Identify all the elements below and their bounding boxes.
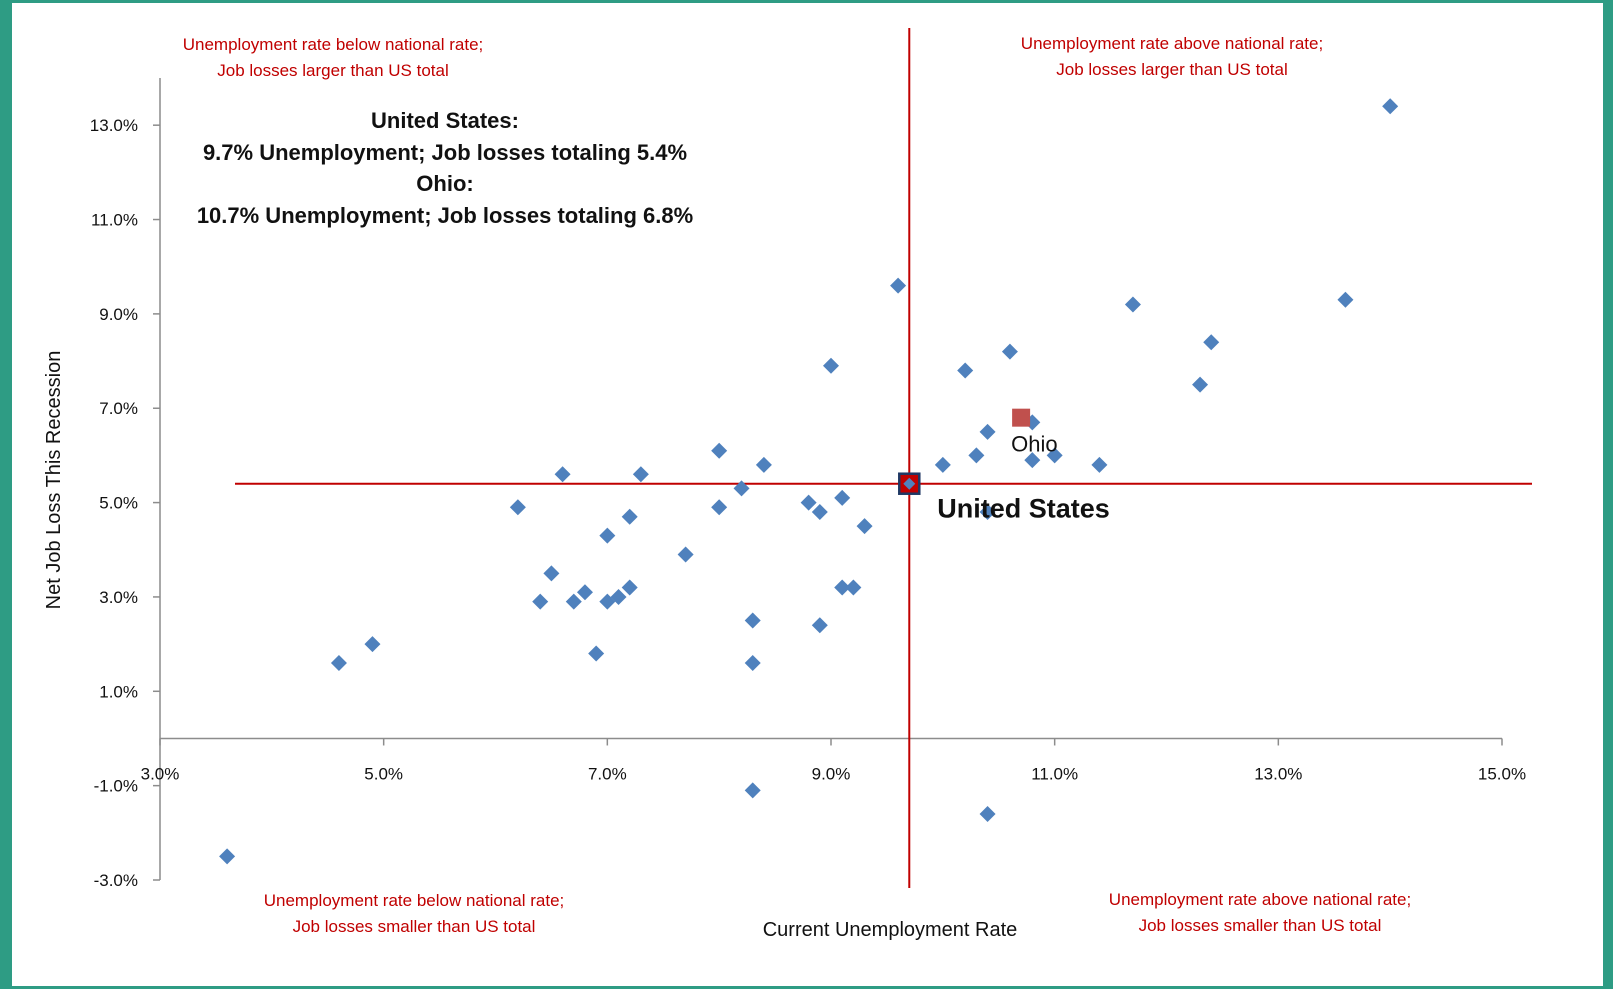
quadrant-label-bottom-left-line2: Job losses smaller than US total bbox=[293, 917, 536, 936]
state-point bbox=[845, 579, 862, 596]
state-point bbox=[364, 636, 381, 653]
y-tick-label: 1.0% bbox=[99, 682, 138, 701]
y-tick-label: 5.0% bbox=[99, 494, 138, 513]
state-point bbox=[733, 480, 750, 497]
state-point bbox=[744, 782, 761, 799]
x-tick-label: 15.0% bbox=[1478, 764, 1526, 783]
info-line-us-values: 9.7% Unemployment; Job losses totaling 5… bbox=[203, 140, 687, 165]
state-point bbox=[621, 508, 638, 525]
state-point bbox=[711, 442, 728, 459]
axes bbox=[159, 78, 1502, 880]
us-point-inner-marker bbox=[903, 477, 916, 490]
quadrant-label-top-left-line2: Job losses larger than US total bbox=[217, 61, 449, 80]
state-point bbox=[588, 645, 605, 662]
x-tick-label: 5.0% bbox=[364, 764, 403, 783]
state-point bbox=[823, 357, 839, 374]
y-tick-label: 9.0% bbox=[99, 305, 138, 324]
y-tick-label: 11.0% bbox=[91, 211, 138, 230]
y-tick-label: -1.0% bbox=[94, 777, 138, 796]
state-point bbox=[1382, 98, 1399, 115]
state-point bbox=[543, 565, 560, 582]
quadrant-label-bottom-left-line1: Unemployment rate below national rate; bbox=[264, 891, 565, 910]
state-point bbox=[979, 423, 996, 440]
x-tick-label: 7.0% bbox=[588, 764, 627, 783]
quadrant-label-bottom-right-line2: Job losses smaller than US total bbox=[1139, 916, 1382, 935]
highlight-points bbox=[898, 408, 1031, 495]
state-point bbox=[554, 466, 571, 483]
state-point bbox=[219, 848, 236, 865]
state-point bbox=[532, 593, 549, 610]
x-tick-label: 3.0% bbox=[141, 764, 180, 783]
state-point bbox=[1091, 456, 1108, 473]
state-point bbox=[1124, 296, 1141, 313]
data-points bbox=[219, 98, 1399, 865]
y-tick-label: 7.0% bbox=[99, 399, 138, 418]
state-point bbox=[744, 654, 761, 671]
state-point bbox=[811, 504, 828, 521]
state-point bbox=[1337, 291, 1354, 308]
state-point bbox=[565, 593, 582, 610]
quadrant-label-bottom-right-line1: Unemployment rate above national rate; bbox=[1109, 890, 1411, 909]
state-point bbox=[677, 546, 694, 563]
y-tick-label: -3.0% bbox=[94, 871, 138, 890]
reference-lines bbox=[235, 28, 1532, 888]
state-point bbox=[890, 277, 907, 294]
state-point bbox=[599, 527, 616, 544]
state-point bbox=[834, 489, 851, 506]
ohio-point bbox=[1012, 408, 1031, 427]
info-line-ohio-values: 10.7% Unemployment; Job losses totaling … bbox=[197, 203, 693, 228]
state-point bbox=[330, 654, 347, 671]
state-point bbox=[755, 456, 772, 473]
state-point bbox=[621, 579, 638, 596]
state-point bbox=[1192, 376, 1209, 393]
state-point bbox=[979, 805, 996, 822]
state-point bbox=[979, 504, 996, 521]
y-axis-ticks: 13.0% 11.0% 9.0% 7.0% 5.0% 3.0% 1.0% -1.0% -3.0% bbox=[90, 116, 160, 890]
y-tick-label: 3.0% bbox=[99, 588, 138, 607]
x-tick-label: 9.0% bbox=[812, 764, 851, 783]
info-line-ohio-heading: Ohio: bbox=[416, 171, 473, 196]
x-tick-label: 11.0% bbox=[1031, 764, 1078, 783]
state-point bbox=[968, 447, 985, 464]
y-tick-label: 13.0% bbox=[90, 116, 138, 135]
quadrant-label-top-right-line2: Job losses larger than US total bbox=[1056, 60, 1288, 79]
state-point bbox=[509, 499, 526, 516]
state-point bbox=[744, 612, 761, 629]
info-line-us-heading: United States: bbox=[371, 108, 519, 133]
state-point bbox=[834, 579, 851, 596]
x-axis-ticks: 3.0% 5.0% 7.0% 9.0% 11.0% 13.0% 15.0% bbox=[141, 738, 1526, 783]
x-tick-label: 13.0% bbox=[1254, 764, 1302, 783]
ohio-point-label: Ohio bbox=[1011, 432, 1057, 457]
state-point bbox=[1203, 334, 1220, 351]
state-point bbox=[632, 466, 649, 483]
y-axis-title: Net Job Loss This Recession bbox=[43, 351, 65, 610]
state-point bbox=[1024, 452, 1041, 469]
quadrant-label-top-right-line1: Unemployment rate above national rate; bbox=[1021, 34, 1323, 53]
state-point bbox=[576, 584, 593, 601]
state-point bbox=[934, 456, 951, 473]
state-point bbox=[711, 499, 728, 516]
state-point bbox=[610, 588, 627, 605]
state-point bbox=[1046, 447, 1063, 464]
state-point bbox=[957, 362, 974, 379]
state-point bbox=[811, 617, 828, 634]
state-point bbox=[856, 518, 873, 535]
quadrant-label-top-left-line1: Unemployment rate below national rate; bbox=[183, 35, 484, 54]
state-point bbox=[800, 494, 817, 511]
us-point-label: United States bbox=[937, 494, 1110, 524]
x-axis-title: Current Unemployment Rate bbox=[763, 919, 1018, 941]
state-point bbox=[1001, 343, 1018, 360]
